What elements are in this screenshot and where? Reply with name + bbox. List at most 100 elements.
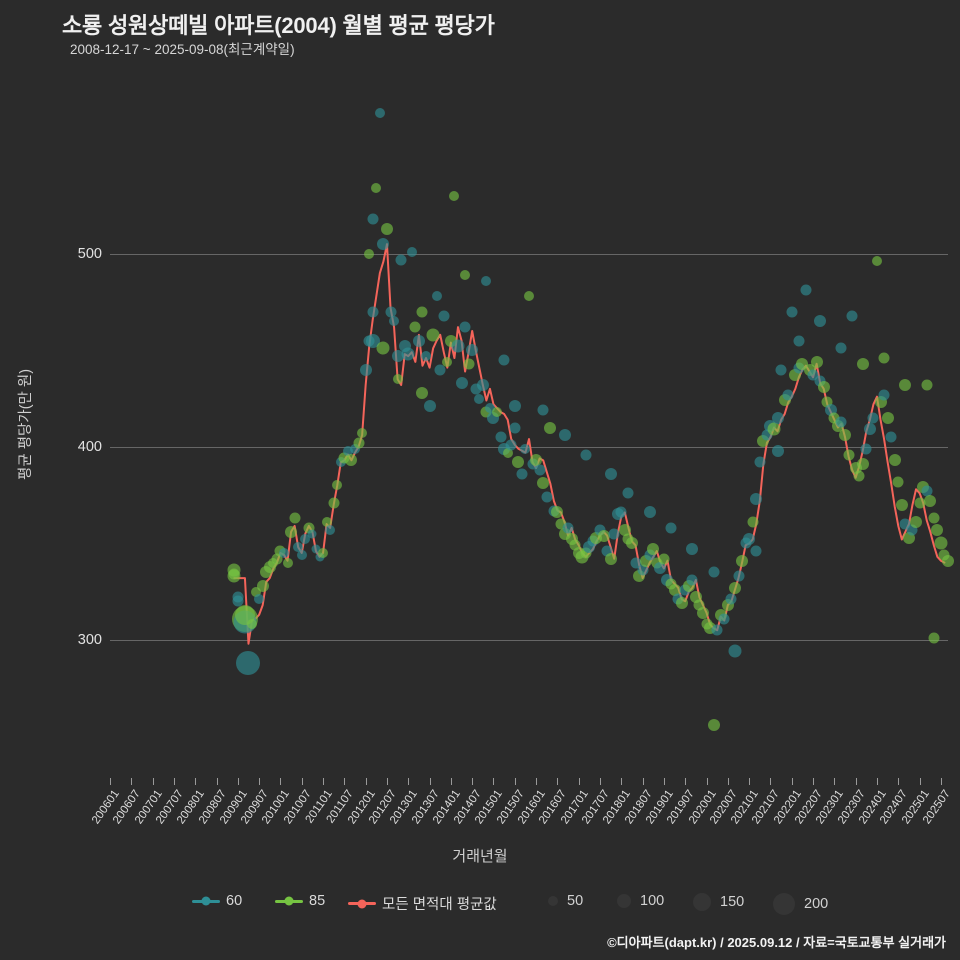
scatter-point [658,553,670,565]
scatter-point [380,222,393,235]
scatter-point [771,411,784,424]
scatter-point [843,449,855,461]
scatter-point [846,310,858,322]
scatter-point [754,456,766,468]
scatter-point [750,492,763,505]
legend-item-2[interactable]: 85 [275,893,325,909]
x-tick [791,778,793,785]
scatter-point [899,518,911,530]
scatter-point [544,421,557,434]
scatter-point [786,306,798,318]
scatter-point [604,467,617,480]
y-tick-label: 300 [77,631,102,648]
scatter-point [693,599,705,611]
gridline-300 [110,639,948,641]
scatter-point [541,491,553,503]
legend-label: 85 [309,893,326,909]
scatter-point [906,524,918,536]
footer-credit: ©디아파트(dapt.kr) / 2025.09.12 / 자료=국토교통부 실… [607,935,946,950]
x-tick [408,778,410,785]
scatter-point [597,529,610,542]
x-tick [685,778,687,785]
scatter-point [608,528,620,540]
scatter-point [470,383,482,395]
size-legend-item-50: 50 [548,893,583,909]
scatter-point [256,579,269,592]
scatter-point [736,554,749,567]
scatter-point [580,547,592,559]
scatter-point [718,613,730,625]
scatter-point [615,506,627,518]
size-legend-bubble-icon [773,893,795,915]
scatter-point [839,429,852,442]
scatter-point [928,512,940,524]
size-legend-bubble-icon [548,896,558,906]
legend-marker-icon [275,899,303,903]
scatter-point [367,306,379,318]
scatter-point [835,342,847,354]
scatter-point [630,557,642,569]
scatter-point [921,379,933,391]
scatter-point [853,470,865,482]
scatter-point [817,380,830,393]
size-legend-label: 100 [640,893,665,909]
scatter-point [520,443,531,454]
scatter-point [481,275,492,286]
gridline-500 [110,253,948,255]
scatter-point [814,315,827,328]
scatter-point [392,374,403,385]
x-tick [301,778,303,785]
x-tick [429,778,431,785]
y-axis-label: 평균 평당가(만 원) [18,368,34,480]
scatter-point [942,554,954,567]
x-tick [876,778,878,785]
scatter-point [892,476,904,488]
scatter-point [476,379,489,392]
scatter-point [364,248,375,259]
scatter-point [228,568,240,580]
x-tick [855,778,857,785]
scatter-point [247,619,258,630]
scatter-point [551,506,564,519]
scatter-point [647,543,660,556]
scatter-point [733,570,744,582]
x-tick [706,778,708,785]
y-tick-label: 400 [77,438,102,455]
scatter-point [325,524,336,535]
legend-item-3[interactable]: 모든 면적대 평균값 [348,893,497,914]
scatter-point [416,386,429,399]
scatter-point [530,454,543,467]
scatter-point [558,429,571,442]
x-tick [365,778,367,785]
scatter-point [282,557,293,568]
x-tick [386,778,388,785]
x-tick [110,778,111,785]
scatter-point [451,339,465,353]
scatter-point [421,351,432,362]
scatter-point [516,468,528,480]
scatter-point [654,562,667,575]
scatter-point [438,310,450,322]
scatter-point [357,428,368,439]
legend-item-1[interactable]: 60 [192,893,242,909]
scatter-point [423,400,436,413]
scatter-point [895,498,908,511]
scatter-point [426,328,440,342]
scatter-point [856,458,869,471]
page-subtitle: 2008-12-17 ~ 2025-09-08(최근계약일) [70,42,295,57]
x-tick [195,778,197,785]
scatter-point [707,718,720,731]
scatter-point [871,256,882,267]
scatter-point [311,544,321,554]
scatter-point [377,238,390,251]
scatter-point [307,529,317,539]
x-tick [642,778,644,785]
scatter-point [406,246,417,257]
x-axis-label: 거래년월 [452,848,508,865]
size-legend-item-150: 150 [693,893,744,911]
x-tick [280,778,282,785]
scatter-point [835,416,847,428]
scatter-point [725,593,737,605]
x-tick [834,778,836,785]
